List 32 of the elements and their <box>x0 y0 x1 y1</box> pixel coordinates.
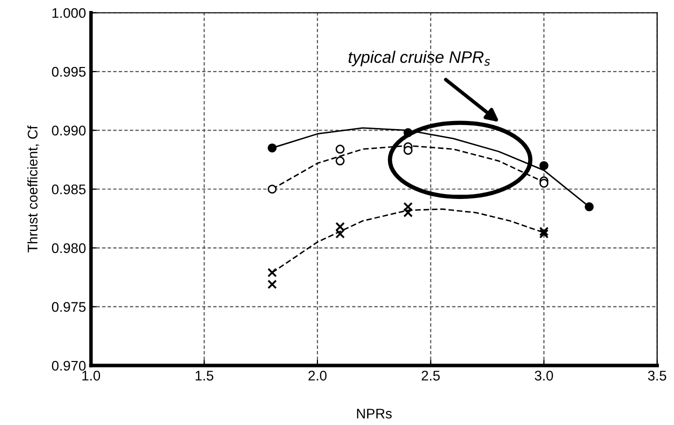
point <box>267 268 277 278</box>
x-tick-label: 3.5 <box>648 370 666 381</box>
x-tick-label: 1.0 <box>82 370 100 381</box>
point <box>403 202 413 212</box>
point <box>539 226 549 236</box>
x-tick-label: 2.5 <box>422 370 440 381</box>
y-tick-label: 0.985 <box>52 184 86 194</box>
x-axis-title: NPRs <box>357 408 392 419</box>
y-tick-label: 0.975 <box>52 302 86 312</box>
point <box>336 156 345 166</box>
point <box>336 144 345 154</box>
point <box>404 146 413 155</box>
y-tick-label: 0.990 <box>52 126 86 136</box>
y-tick-label: 1.000 <box>52 8 86 18</box>
point <box>268 143 277 152</box>
point <box>403 208 413 218</box>
point <box>268 184 277 194</box>
x-tick-label: 2.0 <box>308 370 327 381</box>
point <box>335 229 345 239</box>
x-tick-label: 3.0 <box>534 370 554 381</box>
x-tick-label: 1.5 <box>196 370 214 381</box>
point <box>539 178 548 188</box>
point <box>539 229 549 239</box>
point <box>335 222 345 232</box>
y-tick-label: 0.995 <box>52 66 86 77</box>
point <box>584 202 594 212</box>
point <box>267 280 277 290</box>
y-tick-label: 0.970 <box>52 360 86 371</box>
point <box>539 161 548 170</box>
y-axis-title: Thrust coefficient, Cf <box>27 126 40 252</box>
annotation: typical cruise NPR$_{s}$ <box>348 50 490 66</box>
y-tick-label: 0.980 <box>52 243 86 254</box>
